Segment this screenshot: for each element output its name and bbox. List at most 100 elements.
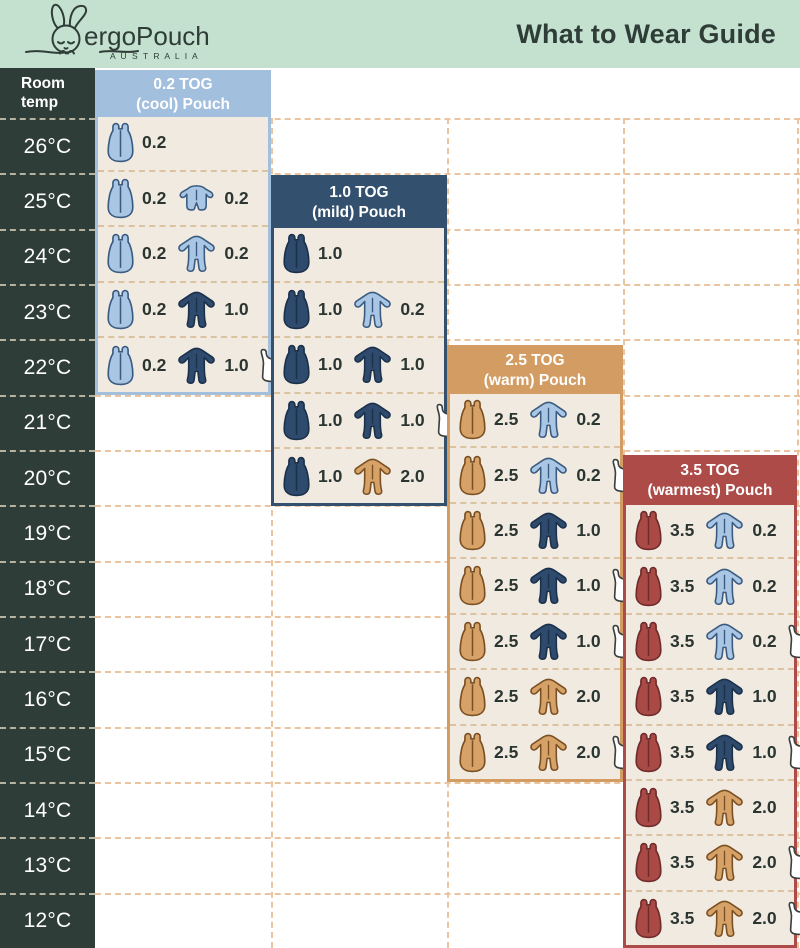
tog-value: 1.0 bbox=[224, 299, 249, 320]
panel-2-5-tog-warm: 2.5 TOG (warm) Pouch 2.5 0.2 2.5 0.2 2.5 1.0 2… bbox=[447, 345, 637, 782]
wear-guide-row-22c: 1.0 1.0 bbox=[274, 336, 444, 392]
pouch-icon bbox=[283, 400, 310, 441]
pouch-icon bbox=[107, 178, 134, 219]
panel-0-2-tog-cool: 0.2 TOG (cool) Pouch 0.2 0.2 0.2 0.2 0.2 0.2 1… bbox=[95, 70, 285, 395]
tog-value: 3.5 bbox=[670, 741, 695, 762]
pouch-icon bbox=[635, 732, 662, 772]
panel-1-0-tog-title: 1.0 TOG (mild) Pouch bbox=[273, 177, 445, 228]
panel-1-0-tog-rows: 1.0 1.0 0.2 1.0 1.0 1.0 1.0 1.0 2.0 bbox=[274, 227, 461, 503]
pouch-icon bbox=[635, 566, 662, 606]
tog-value: 2.5 bbox=[494, 686, 519, 707]
romper-icon bbox=[179, 185, 214, 211]
wear-guide-row-17c: 3.5 0.2 bbox=[626, 612, 800, 668]
wear-guide-row-21c: 2.5 0.2 bbox=[450, 393, 620, 446]
tog-value: 2.5 bbox=[494, 575, 519, 596]
tog-value: 0.2 bbox=[400, 298, 425, 319]
tog-value: 3.5 bbox=[670, 575, 695, 596]
tog-value: 1.0 bbox=[752, 686, 777, 707]
room-temp-cell: 20°C bbox=[0, 449, 95, 505]
room-temp-header: Room temp bbox=[21, 75, 65, 111]
wear-guide-row-19c: 3.5 0.2 bbox=[626, 504, 794, 557]
tog-value: 0.2 bbox=[576, 409, 601, 430]
tog-value: 2.5 bbox=[494, 409, 519, 430]
wear-guide-row-24c: 1.0 bbox=[274, 227, 444, 281]
wear-guide-row-23c: 1.0 0.2 bbox=[274, 280, 444, 337]
wear-guide-row-24c: 0.2 0.2 bbox=[98, 225, 268, 281]
tog-value: 1.0 bbox=[576, 630, 601, 651]
sleepsuit-icon bbox=[178, 291, 216, 329]
wear-guide-row-26c: 0.2 bbox=[98, 116, 268, 170]
grid-column-line bbox=[797, 118, 799, 948]
room-temp-cell: 17°C bbox=[0, 615, 95, 671]
brand-logo: ergoPouch A U S T R A L I A bbox=[22, 2, 282, 66]
wear-guide-row-13c: 3.5 2.0 bbox=[626, 834, 800, 889]
tog-value: 1.0 bbox=[318, 354, 343, 375]
tog-value: 2.5 bbox=[494, 464, 519, 485]
panel-1-0-tog-mild: 1.0 TOG (mild) Pouch 1.0 1.0 0.2 1.0 1.0 1.0 1… bbox=[271, 175, 461, 506]
tog-value: 1.0 bbox=[318, 298, 343, 319]
wear-guide-row-18c: 2.5 1.0 bbox=[450, 557, 637, 612]
tog-value: 3.5 bbox=[670, 797, 695, 818]
tog-value: 0.2 bbox=[752, 575, 777, 596]
tog-value: 0.2 bbox=[142, 187, 167, 208]
pouch-icon bbox=[635, 621, 662, 662]
wear-guide-row-15c: 3.5 1.0 bbox=[626, 723, 800, 779]
sleepsuit-icon bbox=[706, 623, 744, 660]
brand-country: A U S T R A L I A bbox=[110, 51, 199, 61]
tog-value: 0.2 bbox=[752, 630, 777, 651]
pouch-icon bbox=[283, 289, 310, 330]
tog-value: 1.0 bbox=[752, 741, 777, 762]
pouch-icon bbox=[459, 621, 486, 662]
panel-0-2-tog-rows: 0.2 0.2 0.2 0.2 0.2 0.2 1.0 0.2 1.0 bbox=[98, 116, 285, 392]
sleepsuit-icon bbox=[706, 568, 744, 605]
singlet-icon bbox=[788, 901, 800, 936]
panel-2-5-tog-title: 2.5 TOG (warm) Pouch bbox=[449, 347, 621, 394]
tog-value: 2.0 bbox=[752, 852, 777, 873]
singlet-icon bbox=[788, 735, 800, 769]
room-temp-cell: 18°C bbox=[0, 560, 95, 616]
page-title: What to Wear Guide bbox=[516, 18, 776, 49]
pouch-icon bbox=[283, 345, 310, 385]
tog-value: 1.0 bbox=[400, 410, 425, 431]
tog-value: 2.5 bbox=[494, 741, 519, 762]
sleepsuit-icon bbox=[706, 789, 744, 827]
tog-value: 3.5 bbox=[670, 907, 695, 928]
sleepsuit-icon bbox=[178, 236, 216, 273]
tog-value: 2.5 bbox=[494, 630, 519, 651]
room-temp-cell: 24°C bbox=[0, 228, 95, 284]
tog-value: 2.0 bbox=[576, 741, 601, 762]
sleepsuit-icon bbox=[530, 512, 568, 550]
sleepsuit-icon bbox=[530, 401, 568, 439]
pouch-icon bbox=[635, 787, 662, 828]
tog-value: 1.0 bbox=[576, 575, 601, 596]
tog-value: 1.0 bbox=[400, 354, 425, 375]
sleepsuit-icon bbox=[706, 678, 744, 716]
tog-value: 3.5 bbox=[670, 630, 695, 651]
wear-guide-row-14c: 3.5 2.0 bbox=[626, 778, 794, 834]
tog-value: 0.2 bbox=[224, 243, 249, 264]
room-temp-cell: 25°C bbox=[0, 173, 95, 228]
sleepsuit-icon bbox=[354, 347, 392, 384]
pouch-icon bbox=[107, 123, 134, 163]
tog-value: 2.0 bbox=[576, 686, 601, 707]
wear-guide-row-20c: 1.0 2.0 bbox=[274, 447, 444, 503]
tog-value: 1.0 bbox=[576, 520, 601, 541]
tog-value: 2.5 bbox=[494, 520, 519, 541]
sleepsuit-icon bbox=[706, 512, 744, 550]
pouch-icon bbox=[459, 566, 486, 606]
pouch-icon bbox=[459, 510, 486, 551]
sleepsuit-icon bbox=[354, 458, 392, 495]
singlet-icon bbox=[788, 624, 800, 659]
singlet-icon bbox=[788, 846, 800, 880]
sleepsuit-icon bbox=[706, 845, 744, 882]
tog-value: 1.0 bbox=[318, 410, 343, 431]
sleepsuit-icon bbox=[178, 347, 216, 384]
pouch-icon bbox=[635, 510, 662, 551]
grid-column-line bbox=[271, 118, 273, 948]
pouch-icon bbox=[459, 455, 486, 495]
pouch-icon bbox=[459, 677, 486, 717]
panel-2-5-tog-rows: 2.5 0.2 2.5 0.2 2.5 1.0 2.5 1.0 2.5 1.0 2.5 2.0 2.5 2… bbox=[450, 393, 637, 779]
room-temp-column: Room temp 26°C 25°C 24°C 23°C 22°C 21°C 20°C 19… bbox=[0, 68, 95, 948]
panel-0-2-tog-title: 0.2 TOG (cool) Pouch bbox=[97, 72, 269, 117]
room-temp-cell: 21°C bbox=[0, 394, 95, 450]
